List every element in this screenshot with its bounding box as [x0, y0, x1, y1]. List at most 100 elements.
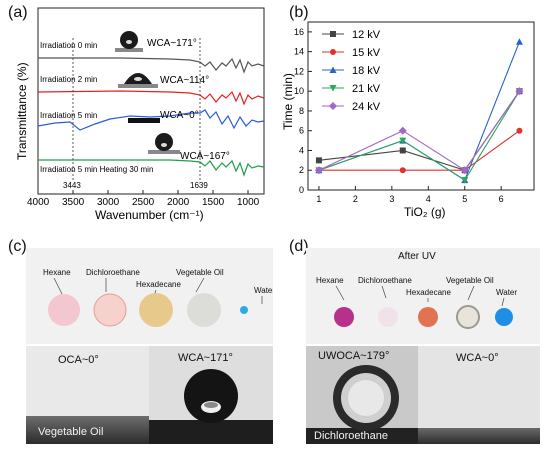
chart-b-xtick-label: 3: [389, 194, 394, 204]
series-point-15-kv: [399, 167, 406, 174]
droplet-inset-0: [128, 118, 160, 123]
oca-label: OCA~0°: [58, 354, 99, 366]
chart-b-ylabel: Time (min): [282, 73, 295, 130]
contact-angle-photo-d: UWOCA~179° WCA~0° Dichloroethane: [306, 346, 540, 444]
oil-label-hexane-d: Hexane: [316, 276, 344, 285]
panel-a-label: (a): [8, 4, 28, 21]
legend-label-21-kv: 21 kV: [352, 83, 381, 95]
oil-label-vegetable-oil: Vegetable Oil: [176, 268, 224, 277]
series-point-24-kv: [460, 166, 469, 175]
droplet-inset-171: [115, 31, 143, 52]
ftir-xtick-3000: 3000: [97, 197, 120, 208]
chart-b-xtick-label: 5: [462, 194, 467, 204]
chart-b-xlabel: TiO₂ (g): [404, 205, 446, 219]
series-point-24-kv: [314, 166, 323, 175]
ftir-xtick-4000: 4000: [27, 197, 50, 208]
oil-spots-d: [334, 285, 513, 329]
legend-marker-24-kv: [329, 102, 337, 110]
wca-label-167: WCA~167°: [180, 151, 230, 162]
wca-label-114: WCA~114°: [160, 75, 209, 86]
oil-spots-c: [48, 277, 263, 327]
legend-marker-18-kv: [329, 66, 337, 73]
legend-marker-21-kv: [329, 85, 337, 92]
curve-label-2min: Irradiation 2 min: [40, 75, 97, 84]
oil-label-vegetable-oil-d: Vegetable Oil: [446, 276, 494, 285]
chart-b-xtick-label: 1: [316, 194, 321, 204]
chart-b-ytick-label: 8: [299, 106, 304, 116]
legend-label-15-kv: 15 kV: [352, 47, 381, 59]
wca-label-171: WCA~171°: [147, 38, 197, 49]
hexadecane-spot-d: [418, 307, 438, 327]
series-line-21-kv: [318, 90, 520, 181]
oil-label-dichloroethane: Dichloroethane: [86, 268, 140, 277]
series-point-24-kv: [515, 87, 524, 96]
peak-label-1639: 1639: [190, 181, 208, 190]
ftir-xtick-2500: 2500: [132, 197, 155, 208]
chart-b-axes-frame: [307, 21, 535, 191]
series-point-12-kv: [315, 157, 322, 164]
ftir-x-ticks: [37, 190, 249, 194]
superhydrophobic-droplet: [184, 369, 238, 423]
curve-label-5min: Irradiation 5 min: [40, 111, 97, 120]
ftir-ylabel: Transmittance (%): [15, 62, 29, 160]
curve-label-5min-heating: Irradiation 5 min Heating 30 min: [40, 165, 153, 174]
panel-d-label: (d): [289, 238, 309, 255]
panel-c-label: (c): [8, 238, 27, 255]
series-point-21-kv: [461, 177, 469, 184]
ftir-xtick-2000: 2000: [167, 197, 190, 208]
ftir-curve-5min: [37, 109, 265, 131]
hexadecane-spot: [139, 293, 173, 327]
chart-b-ytick-label: 6: [299, 126, 304, 136]
ftir-spectra-chart: 3443 1639 Irradiation 0 min Irradiation …: [15, 7, 265, 222]
series-line-12-kv: [318, 90, 520, 171]
wca-label-0: WCA~0°: [160, 110, 199, 121]
droplet-inset-167: [148, 133, 180, 154]
oil-label-hexane: Hexane: [43, 268, 71, 277]
series-line-24-kv: [318, 90, 520, 171]
chart-b-ytick-label: 2: [299, 165, 304, 175]
droplet-inset-114: [118, 73, 158, 88]
substrate-label-d: Dichloroethane: [314, 430, 388, 442]
chart-b-xtick-label: 2: [353, 194, 358, 204]
oil-label-dichloroethane-d: Dichloroethane: [358, 276, 412, 285]
series-point-12-kv: [399, 147, 406, 154]
legend-marker-15-kv: [330, 49, 336, 55]
chart-b-ytick-label: 0: [299, 185, 304, 195]
wca-label-d: WCA~0°: [456, 352, 499, 364]
legend-label-18-kv: 18 kV: [352, 65, 381, 77]
legend-label-24-kv: 24 kV: [352, 101, 381, 113]
wca-label-c: WCA~171°: [178, 352, 233, 364]
ftir-xtick-3500: 3500: [62, 197, 85, 208]
oil-label-water: Water: [254, 286, 273, 295]
curve-label-0min: Irradiation 0 min: [40, 41, 97, 50]
vegetable-oil-spot-d: [456, 305, 480, 329]
ftir-xtick-1500: 1500: [202, 197, 225, 208]
underwater-oil-droplet: [333, 365, 399, 431]
oil-droplets-photo-d: After UV Hexane Dichloroethane Hexadecan…: [306, 248, 540, 344]
peak-label-3443: 3443: [63, 181, 81, 190]
oil-label-hexadecane-d: Hexadecane: [406, 288, 451, 297]
chart-b-ytick-label: 16: [294, 27, 304, 37]
series-point-18-kv: [515, 38, 523, 45]
oil-label-water-d: Water: [496, 288, 518, 297]
chart-b-ytick-label: 4: [299, 145, 304, 155]
ftir-curve-0min: [38, 57, 265, 74]
chart-b-ytick-label: 12: [294, 66, 304, 76]
water-spot-d: [495, 308, 513, 326]
oil-label-hexadecane: Hexadecane: [136, 280, 181, 289]
panel-b-label: (b): [289, 4, 309, 21]
series-point-21-kv: [399, 137, 407, 145]
ftir-xlabel: Wavenumber (cm⁻¹): [95, 208, 204, 222]
hexane-spot-d: [334, 307, 354, 327]
legend-label-12-kv: 12 kV: [352, 29, 381, 41]
hexane-spot: [48, 294, 80, 326]
substrate-label-c: Vegetable Oil: [38, 426, 104, 438]
chart-b-xtick-label: 4: [426, 194, 431, 204]
series-point-15-kv: [516, 127, 523, 134]
water-droplet: [240, 306, 248, 314]
dichloroethane-spot-d: [378, 307, 398, 327]
after-uv-title: After UV: [398, 251, 436, 262]
ftir-axes-frame: [37, 7, 265, 195]
legend-marker-12-kv: [330, 31, 336, 37]
chart-b-ytick-label: 10: [294, 86, 304, 96]
